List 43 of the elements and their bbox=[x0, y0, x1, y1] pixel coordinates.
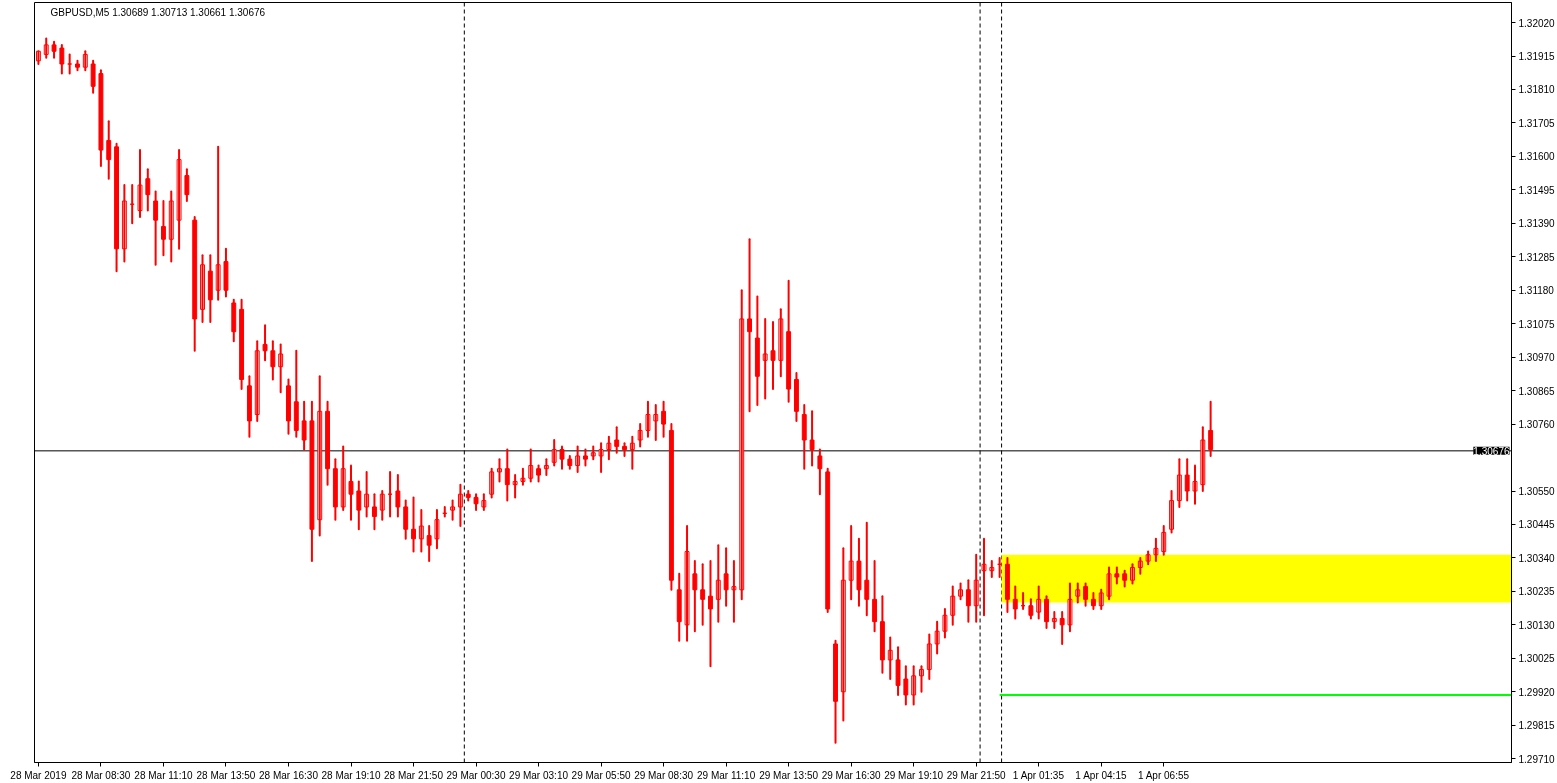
x-tick-label: 29 Mar 19:10 bbox=[884, 769, 944, 781]
y-tick-label: 1.29815 bbox=[1518, 720, 1556, 732]
x-tick-label: 28 Mar 13:50 bbox=[196, 769, 256, 781]
y-tick-label: 1.31075 bbox=[1518, 318, 1556, 330]
x-tick-label: 29 Mar 13:50 bbox=[759, 769, 819, 781]
y-tick-label: 1.30970 bbox=[1518, 352, 1556, 364]
x-tick-label: 28 Mar 2019 bbox=[10, 769, 67, 781]
y-tick-label: 1.30445 bbox=[1518, 519, 1556, 531]
y-tick-label: 1.30865 bbox=[1518, 385, 1556, 397]
chart-title: GBPUSD,M5 1.30689 1.30713 1.30661 1.30676 bbox=[50, 6, 266, 18]
x-tick-label: 29 Mar 05:50 bbox=[571, 769, 631, 781]
ref-line-label: 1.30676 bbox=[1473, 445, 1510, 457]
x-tick-label: 29 Mar 08:30 bbox=[634, 769, 694, 781]
y-tick-label: 1.30130 bbox=[1518, 619, 1556, 631]
y-tick-label: 1.31600 bbox=[1518, 151, 1556, 163]
x-tick-label: 28 Mar 11:10 bbox=[134, 769, 193, 781]
y-tick-label: 1.32020 bbox=[1518, 17, 1556, 29]
x-tick-label: 1 Apr 06:55 bbox=[1137, 769, 1190, 781]
y-tick-label: 1.31810 bbox=[1518, 84, 1556, 96]
y-tick-label: 1.31915 bbox=[1518, 51, 1556, 63]
y-tick-label: 1.30235 bbox=[1518, 586, 1556, 598]
x-tick-label: 29 Mar 16:30 bbox=[821, 769, 882, 781]
y-tick-label: 1.31495 bbox=[1518, 184, 1556, 196]
x-tick-label: 28 Mar 16:30 bbox=[259, 769, 319, 781]
x-tick-label: 29 Mar 21:50 bbox=[946, 769, 1007, 781]
x-tick-label: 1 Apr 04:15 bbox=[1075, 769, 1127, 781]
x-tick-label: 29 Mar 03:10 bbox=[509, 769, 569, 781]
y-tick-label: 1.31180 bbox=[1518, 285, 1555, 297]
x-tick-label: 28 Mar 19:10 bbox=[321, 769, 381, 781]
y-tick-label: 1.29710 bbox=[1518, 753, 1556, 765]
x-tick-label: 1 Apr 01:35 bbox=[1012, 769, 1065, 781]
x-tick-label: 29 Mar 11:10 bbox=[697, 769, 756, 781]
y-tick-label: 1.30760 bbox=[1518, 419, 1556, 431]
y-tick-label: 1.30025 bbox=[1518, 653, 1556, 665]
y-tick-label: 1.29920 bbox=[1518, 686, 1556, 698]
x-tick-label: 28 Mar 21:50 bbox=[384, 769, 444, 781]
y-tick-label: 1.31390 bbox=[1518, 218, 1556, 230]
y-tick-label: 1.30550 bbox=[1518, 486, 1556, 497]
y-tick-label: 1.31285 bbox=[1518, 251, 1556, 263]
y-tick-label: 1.30340 bbox=[1518, 552, 1556, 564]
x-tick-label: 28 Mar 08:30 bbox=[71, 769, 131, 781]
x-tick-label: 29 Mar 00:30 bbox=[446, 769, 506, 781]
y-tick-label: 1.31705 bbox=[1518, 117, 1556, 129]
